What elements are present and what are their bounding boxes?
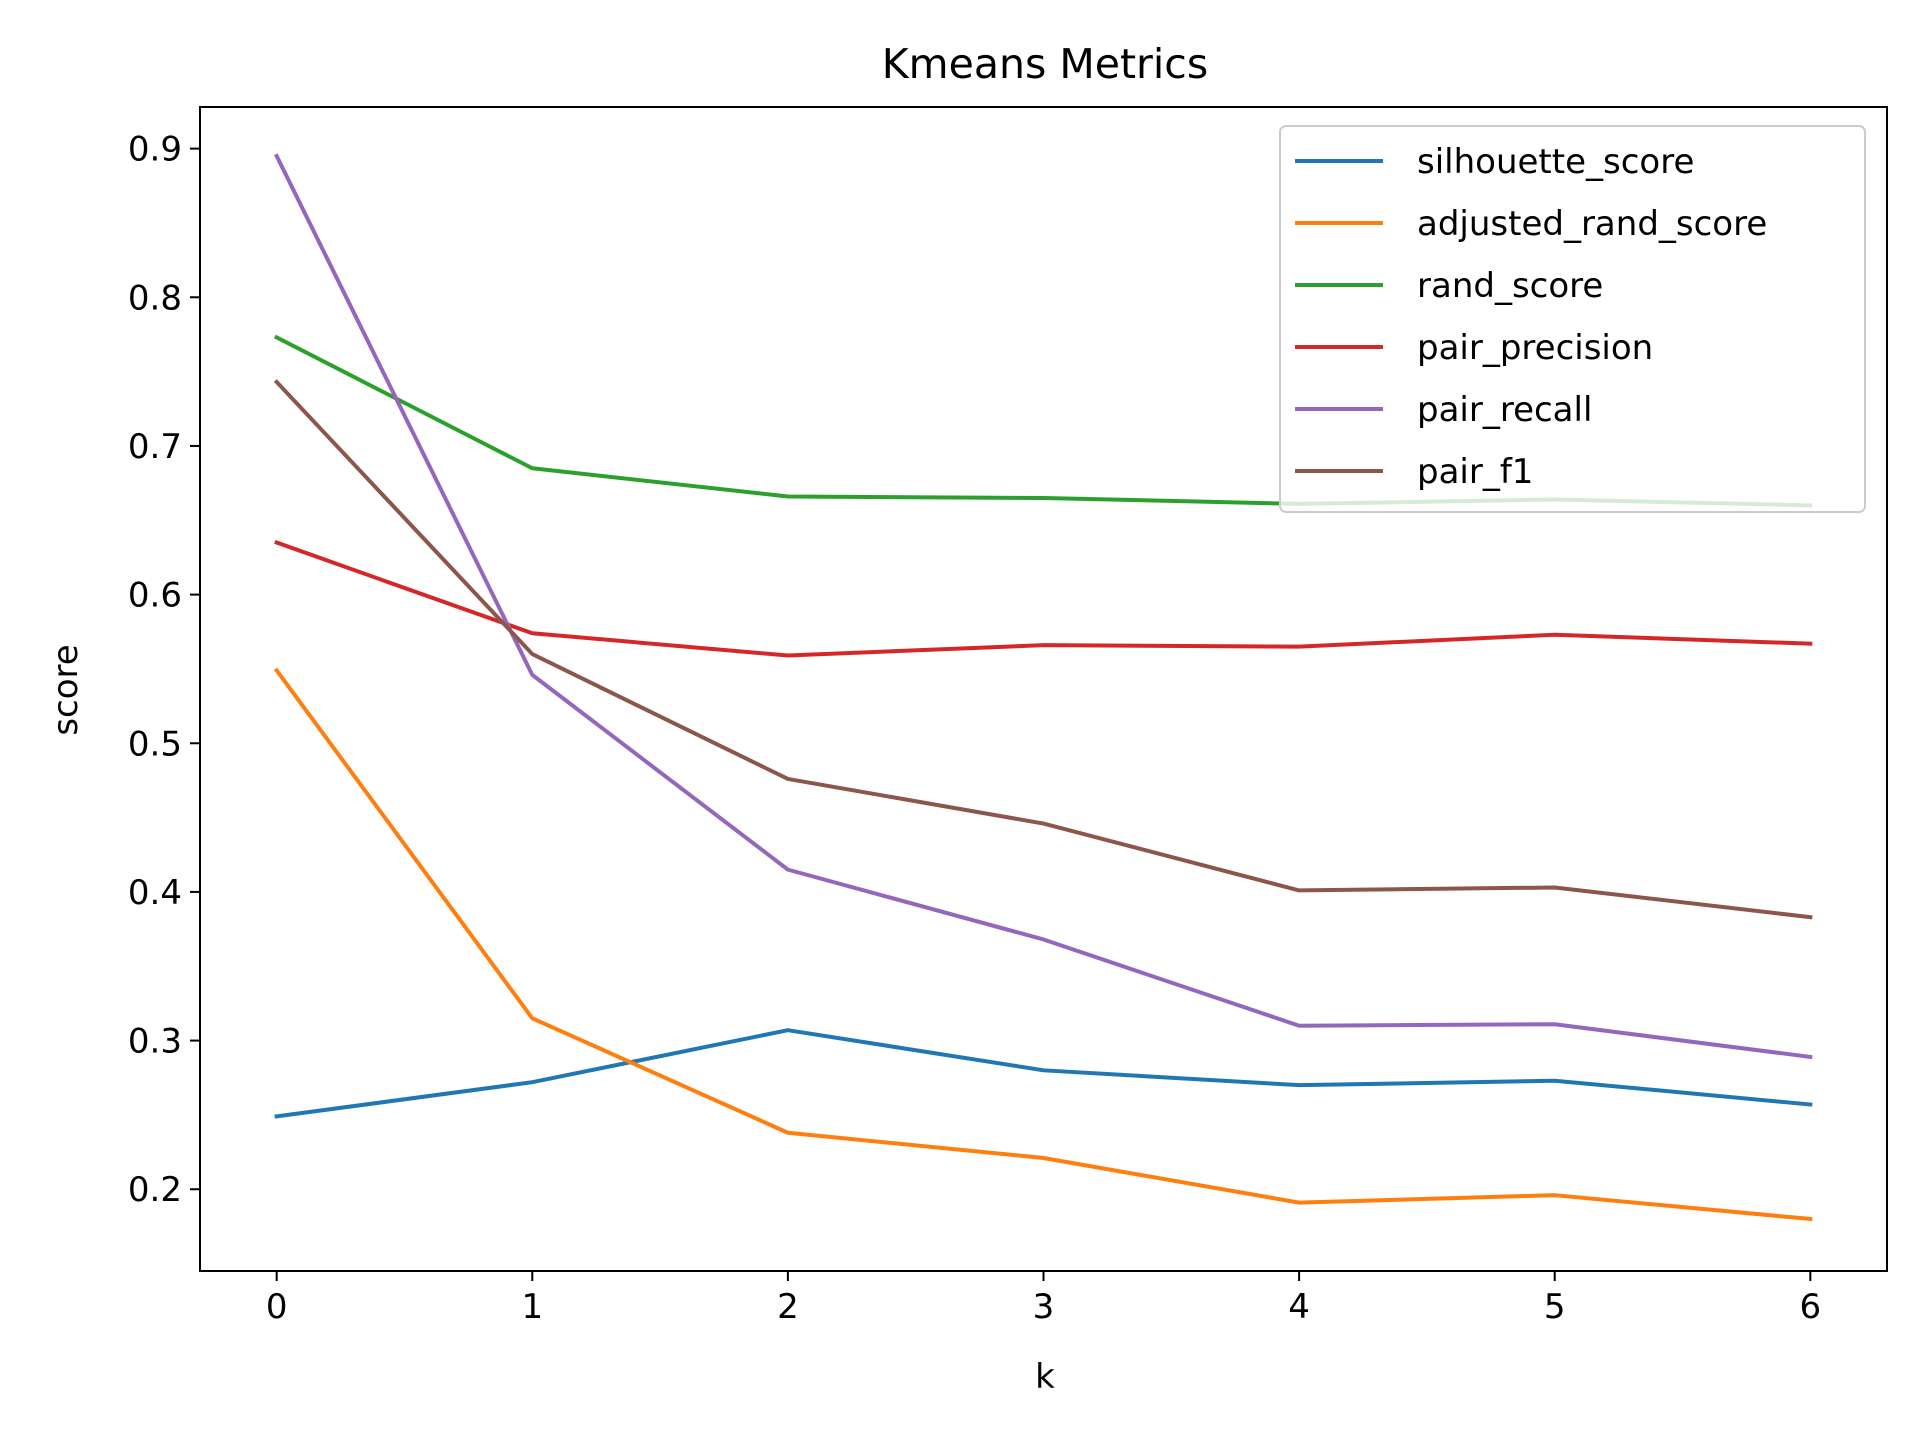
x-tick-label: 3	[1033, 1287, 1055, 1327]
legend-label: pair_f1	[1417, 452, 1533, 492]
series-line-pair-f1	[273, 379, 1813, 920]
y-tick-label: 0.2	[128, 1170, 182, 1210]
series-line-adjusted-rand-score	[273, 667, 1813, 1222]
legend: silhouette_score adjusted_rand_score rand_…	[1279, 125, 1866, 513]
plot-lines	[273, 153, 1813, 1222]
legend-label: pair_recall	[1417, 390, 1592, 430]
y-axis-label: score	[46, 644, 86, 735]
x-axis-ticks: 0 1 2 3 4 5 6	[266, 1271, 1821, 1327]
chart-title: Kmeans Metrics	[882, 40, 1208, 88]
legend-label: adjusted_rand_score	[1417, 204, 1767, 244]
y-tick-label: 0.4	[128, 873, 182, 913]
legend-label: silhouette_score	[1417, 142, 1694, 182]
series-line-pair-precision	[274, 540, 1813, 658]
y-tick-label: 0.6	[128, 576, 182, 616]
x-tick-label: 4	[1288, 1287, 1310, 1327]
x-tick-label: 6	[1799, 1287, 1821, 1327]
x-tick-label: 0	[266, 1287, 288, 1327]
y-tick-label: 0.8	[128, 278, 182, 318]
y-tick-label: 0.7	[128, 427, 182, 467]
series-line-silhouette-score	[274, 1028, 1813, 1119]
x-tick-label: 1	[521, 1287, 543, 1327]
x-tick-label: 2	[777, 1287, 799, 1327]
x-tick-label: 5	[1544, 1287, 1566, 1327]
x-axis-label: k	[1035, 1357, 1055, 1397]
legend-box	[1279, 125, 1866, 513]
series-line-pair-recall	[274, 153, 1813, 1060]
legend-label: pair_precision	[1417, 328, 1653, 368]
legend-label: rand_score	[1417, 266, 1603, 306]
y-axis-ticks: 0.2 0.3 0.4 0.5 0.6 0.7 0.8 0.9	[128, 130, 200, 1210]
y-tick-label: 0.3	[128, 1022, 182, 1062]
y-tick-label: 0.5	[128, 724, 182, 764]
y-tick-label: 0.9	[128, 130, 182, 170]
